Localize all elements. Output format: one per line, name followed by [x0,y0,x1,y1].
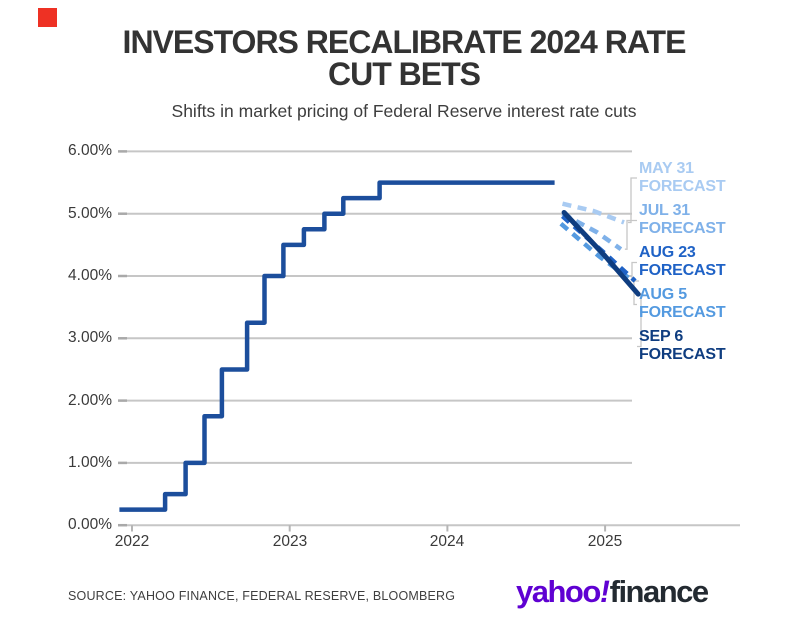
y-axis-tick-label: 2.00% [68,392,112,409]
y-axis-tick-label: 1.00% [68,454,112,471]
forecast-label-word: FORECAST [639,345,726,363]
forecast-label-date: AUG 23 [639,244,696,261]
forecast-label-may-31: MAY 31 FORECAST [639,160,726,195]
forecast-label-word: FORECAST [639,219,726,237]
forecast-label-date: JUL 31 [639,202,690,219]
brand-accent-square [38,8,57,27]
forecast-label-aug-23: AUG 23 FORECAST [639,244,726,279]
y-axis-tick-label: 0.00% [68,516,112,533]
forecast-label-date: AUG 5 [639,286,687,303]
forecast-label-sep-6: SEP 6 FORECAST [639,328,726,363]
y-axis-tick-label: 5.00% [68,205,112,222]
x-axis-tick-label: 2024 [429,533,465,550]
x-axis-tick-label: 2025 [587,533,623,550]
yahoo-finance-logo: yahoo!finance [516,574,710,610]
source-text: SOURCE: YAHOO FINANCE, FEDERAL RESERVE, … [68,589,456,603]
page-title-line2: CUT BETS [328,56,481,92]
forecast-label-word: FORECAST [639,261,726,279]
page-title: INVESTORS RECALIBRATE 2024 RATE CUT BETS [0,26,808,90]
forecast-label-jul-31: JUL 31 FORECAST [639,202,726,237]
forecast-label-date: SEP 6 [639,328,684,345]
y-axis-tick-label: 4.00% [68,267,112,284]
page-subtitle: Shifts in market pricing of Federal Rese… [171,101,637,121]
x-axis-tick-label: 2022 [114,533,150,550]
x-axis-tick-label: 2023 [272,533,308,550]
forecast-label-aug-5: AUG 5 FORECAST [639,286,726,321]
forecast-label-date: MAY 31 [639,160,694,177]
forecast-label-word: FORECAST [639,177,726,195]
forecast-label-word: FORECAST [639,303,726,321]
logo-finance-text: finance [609,574,710,609]
logo-yahoo-text: yahoo [516,574,601,609]
page-title-line1: INVESTORS RECALIBRATE 2024 RATE [122,24,687,60]
y-axis-tick-label: 6.00% [68,142,112,159]
y-axis-tick-label: 3.00% [68,329,112,346]
